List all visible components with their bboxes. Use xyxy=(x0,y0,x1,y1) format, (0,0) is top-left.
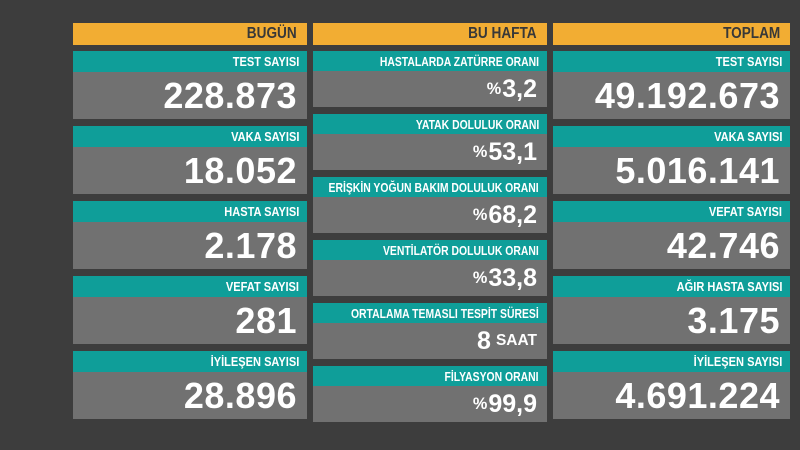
stat-value-number: 49.192.673 xyxy=(594,74,780,116)
stat-block: AĞIR HASTA SAYISI 3.175 xyxy=(553,276,790,344)
stat-label-text: TEST SAYISI xyxy=(715,54,782,69)
stat-value-number: 2.178 xyxy=(204,224,297,266)
stat-value-number: 68,2 xyxy=(488,200,537,229)
stat-value-number: 3.175 xyxy=(687,299,780,341)
column-header-label: BU HAFTA xyxy=(468,25,537,42)
column-header-bu-hafta: BU HAFTA xyxy=(313,23,547,45)
stat-value: % 53,1 xyxy=(313,134,547,170)
stat-value-number: 42.746 xyxy=(666,224,780,266)
stat-label: İYİLEŞEN SAYISI xyxy=(553,351,790,372)
column-bu-hafta: BU HAFTA HASTALARDA ZATÜRRE ORANI % 3,2 Y… xyxy=(313,23,547,429)
stat-label: AĞIR HASTA SAYISI xyxy=(553,276,790,297)
stat-value-prefix: % xyxy=(472,268,488,287)
stat-value: % 99,9 xyxy=(313,386,547,422)
stat-block: HASTALARDA ZATÜRRE ORANI % 3,2 xyxy=(313,51,547,107)
stat-value: 281 xyxy=(73,297,307,344)
stat-block: VEFAT SAYISI 42.746 xyxy=(553,201,790,269)
stat-value-prefix: % xyxy=(472,394,488,413)
stat-label-text: YATAK DOLULUK ORANI xyxy=(415,116,539,132)
stat-block: İYİLEŞEN SAYISI 28.896 xyxy=(73,351,307,419)
stat-label: ORTALAMA TEMASLI TESPİT SÜRESİ xyxy=(313,303,547,323)
stat-value: 5.016.141 xyxy=(553,147,790,194)
stat-value: 28.896 xyxy=(73,372,307,419)
stat-value: 49.192.673 xyxy=(553,72,790,119)
stat-block: VENTİLATÖR DOLULUK ORANI % 33,8 xyxy=(313,240,547,296)
stat-label: HASTA SAYISI xyxy=(73,201,307,222)
stat-label-text: TEST SAYISI xyxy=(232,54,299,69)
column-header-bugun: BUGÜN xyxy=(73,23,307,45)
stat-value: % 68,2 xyxy=(313,197,547,233)
stat-label-text: VEFAT SAYISI xyxy=(708,204,782,219)
stat-label: İYİLEŞEN SAYISI xyxy=(73,351,307,372)
stat-label: TEST SAYISI xyxy=(73,51,307,72)
stat-value-number: 3,2 xyxy=(502,74,537,103)
stat-block: HASTA SAYISI 2.178 xyxy=(73,201,307,269)
column-header-label: TOPLAM xyxy=(722,25,780,42)
stat-value: 4.691.224 xyxy=(553,372,790,419)
stat-label-text: ERİŞKİN YOĞUN BAKIM DOLULUK ORANI xyxy=(328,179,539,195)
stat-label-text: HASTALARDA ZATÜRRE ORANI xyxy=(379,53,539,69)
column-header-toplam: TOPLAM xyxy=(553,23,790,45)
stat-label-text: VAKA SAYISI xyxy=(230,129,299,144)
stat-label: TEST SAYISI xyxy=(553,51,790,72)
stat-label-text: VEFAT SAYISI xyxy=(225,279,299,294)
stat-block: ORTALAMA TEMASLI TESPİT SÜRESİ 8 SAAT xyxy=(313,303,547,359)
stat-value: 42.746 xyxy=(553,222,790,269)
stat-block: VAKA SAYISI 18.052 xyxy=(73,126,307,194)
stat-label: VAKA SAYISI xyxy=(553,126,790,147)
stat-label: VAKA SAYISI xyxy=(73,126,307,147)
stat-value-number: 281 xyxy=(235,299,297,341)
stat-value-number: 228.873 xyxy=(163,74,297,116)
stat-label-text: ORTALAMA TEMASLI TESPİT SÜRESİ xyxy=(351,305,539,321)
stat-value: 8 SAAT xyxy=(313,323,547,359)
stat-value-prefix: % xyxy=(472,205,488,224)
stat-label-text: İYİLEŞEN SAYISI xyxy=(693,354,782,369)
stat-block: ERİŞKİN YOĞUN BAKIM DOLULUK ORANI % 68,2 xyxy=(313,177,547,233)
stat-value-number: 33,8 xyxy=(488,263,537,292)
stat-label: HASTALARDA ZATÜRRE ORANI xyxy=(313,51,547,71)
stat-value: 18.052 xyxy=(73,147,307,194)
stat-block: YATAK DOLULUK ORANI % 53,1 xyxy=(313,114,547,170)
stat-value: % 3,2 xyxy=(313,71,547,107)
stat-value-prefix: % xyxy=(486,79,502,98)
stat-block: VAKA SAYISI 5.016.141 xyxy=(553,126,790,194)
stat-label-text: VENTİLATÖR DOLULUK ORANI xyxy=(383,242,539,258)
column-bugun: BUGÜN TEST SAYISI 228.873 VAKA SAYISI 18… xyxy=(73,23,307,426)
stat-label: FİLYASYON ORANI xyxy=(313,366,547,386)
stat-label: VEFAT SAYISI xyxy=(73,276,307,297)
stat-block: VEFAT SAYISI 281 xyxy=(73,276,307,344)
stat-label-text: VAKA SAYISI xyxy=(713,129,782,144)
stat-value-number: 5.016.141 xyxy=(615,149,780,191)
stat-block: TEST SAYISI 49.192.673 xyxy=(553,51,790,119)
stat-value-number: 18.052 xyxy=(183,149,297,191)
stat-value-number: 28.896 xyxy=(183,374,297,416)
stat-label-text: FİLYASYON ORANI xyxy=(444,368,539,384)
stat-value-number: 53,1 xyxy=(488,137,537,166)
stat-value-number: 8 xyxy=(477,326,491,355)
stat-block: TEST SAYISI 228.873 xyxy=(73,51,307,119)
stat-value: 3.175 xyxy=(553,297,790,344)
stat-label: YATAK DOLULUK ORANI xyxy=(313,114,547,134)
column-toplam: TOPLAM TEST SAYISI 49.192.673 VAKA SAYIS… xyxy=(553,23,790,426)
stat-value: 228.873 xyxy=(73,72,307,119)
stat-label: VEFAT SAYISI xyxy=(553,201,790,222)
column-header-label: BUGÜN xyxy=(247,25,297,42)
stat-value-suffix: SAAT xyxy=(495,332,537,349)
stat-label-text: HASTA SAYISI xyxy=(223,204,299,219)
stat-value-prefix: % xyxy=(472,142,488,161)
stat-value: % 33,8 xyxy=(313,260,547,296)
stat-value-number: 99,9 xyxy=(488,389,537,418)
stat-block: FİLYASYON ORANI % 99,9 xyxy=(313,366,547,422)
stat-block: İYİLEŞEN SAYISI 4.691.224 xyxy=(553,351,790,419)
stat-value: 2.178 xyxy=(73,222,307,269)
stat-value-number: 4.691.224 xyxy=(615,374,780,416)
stat-label-text: İYİLEŞEN SAYISI xyxy=(210,354,299,369)
stat-label: ERİŞKİN YOĞUN BAKIM DOLULUK ORANI xyxy=(313,177,547,197)
stat-label: VENTİLATÖR DOLULUK ORANI xyxy=(313,240,547,260)
stat-label-text: AĞIR HASTA SAYISI xyxy=(676,279,782,294)
